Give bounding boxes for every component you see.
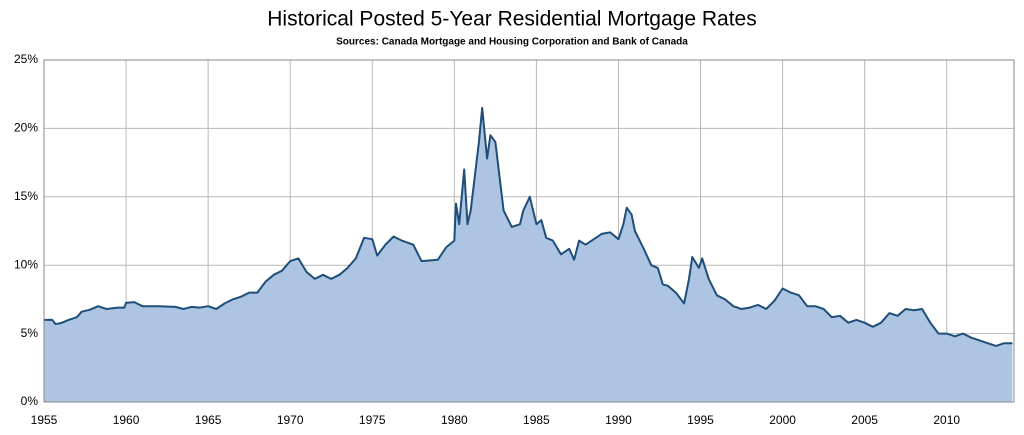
x-tick-label: 2005	[851, 413, 878, 427]
x-tick-label: 1995	[687, 413, 714, 427]
y-tick-label: 5%	[21, 326, 39, 340]
x-tick-label: 2000	[769, 413, 796, 427]
chart-subtitle: Sources: Canada Mortgage and Housing Cor…	[336, 37, 688, 48]
y-tick-label: 0%	[21, 394, 39, 408]
line	[44, 106, 1013, 347]
plot-border	[43, 59, 1015, 403]
y-tick-label: 20%	[14, 121, 38, 135]
area	[44, 107, 1013, 403]
x-tick-label: 1980	[441, 413, 468, 427]
x-tick-label: 1985	[523, 413, 550, 427]
y-tick-label: 15%	[14, 189, 38, 203]
y-tick-label: 25%	[14, 52, 38, 66]
x-tick-label: 1965	[195, 413, 222, 427]
x-tick-label: 1970	[277, 413, 304, 427]
y-tick-label: 10%	[14, 257, 38, 271]
x-tick-label: 1955	[31, 413, 58, 427]
x-tick-label: 2010	[933, 413, 960, 427]
x-tick-label: 1990	[605, 413, 632, 427]
x-tick-label: 1975	[359, 413, 386, 427]
x-tick-label: 1960	[113, 413, 140, 427]
chart-title: Historical Posted 5-Year Residential Mor…	[267, 8, 756, 31]
